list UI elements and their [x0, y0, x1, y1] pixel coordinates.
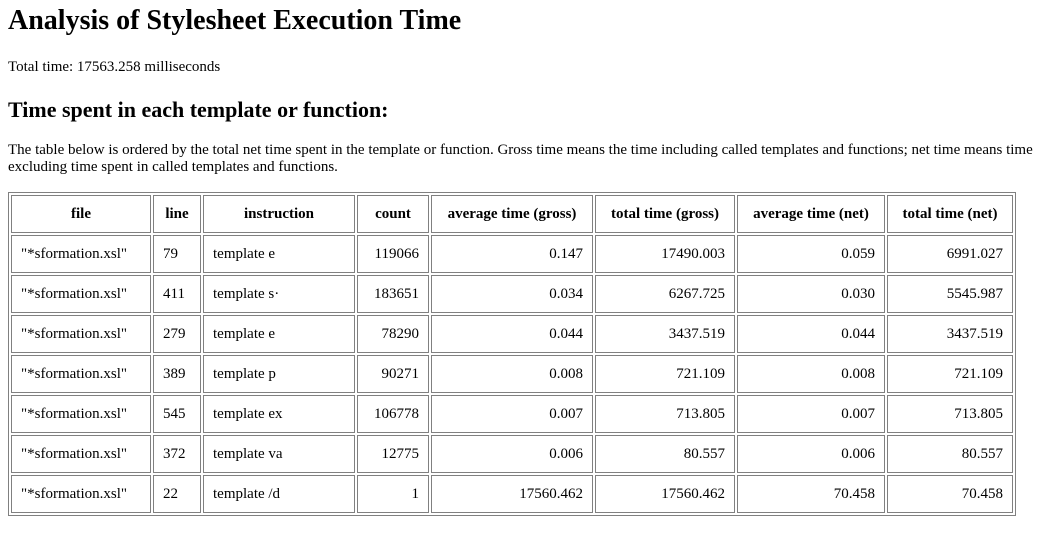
table-cell: "*sformation.xsl" [11, 435, 151, 473]
table-cell: 713.805 [595, 395, 735, 433]
page-title: Analysis of Stylesheet Execution Time [8, 5, 462, 36]
table-cell: 6267.725 [595, 275, 735, 313]
table-cell: 0.006 [737, 435, 885, 473]
table-cell: 183651 [357, 275, 429, 313]
table-cell: 0.059 [737, 235, 885, 273]
table-cell: 372 [153, 435, 201, 473]
column-header: instruction [203, 195, 355, 233]
table-cell: 80.557 [887, 435, 1013, 473]
table-row: "*sformation.xsl" 22 template /d 1 17560.462… [11, 475, 1013, 513]
table-cell: "*sformation.xsl" [11, 235, 151, 273]
table-cell: 5545.987 [887, 275, 1013, 313]
table-row: "*sformation.xsl" 79 template e 119066 0.147… [11, 235, 1013, 273]
table-cell: 17490.003 [595, 235, 735, 273]
table-cell: "*sformation.xsl" [11, 355, 151, 393]
column-header: average time (gross) [431, 195, 593, 233]
table-cell: 78290 [357, 315, 429, 353]
table-cell: 0.008 [737, 355, 885, 393]
table-cell: 0.006 [431, 435, 593, 473]
table-cell: 0.044 [737, 315, 885, 353]
table-cell: "*sformation.xsl" [11, 395, 151, 433]
table-cell: 721.109 [595, 355, 735, 393]
table-cell: 279 [153, 315, 201, 353]
table-row: "*sformation.xsl" 411 template s· 183651 0.0… [11, 275, 1013, 313]
table-cell: 3437.519 [595, 315, 735, 353]
column-header: average time (net) [737, 195, 885, 233]
table-cell: 80.557 [595, 435, 735, 473]
table-cell: 3437.519 [887, 315, 1013, 353]
table-cell: 0.034 [431, 275, 593, 313]
table-cell: 389 [153, 355, 201, 393]
table-cell: 90271 [357, 355, 429, 393]
content: Analysis of Stylesheet Execution Time To… [0, 2, 1042, 516]
table-cell: template va [203, 435, 355, 473]
table-cell: 106778 [357, 395, 429, 433]
table-cell: template s· [203, 275, 355, 313]
table-row: "*sformation.xsl" 279 template e 78290 0.044… [11, 315, 1013, 353]
table-head: file line instruction count average time (gr… [11, 195, 1013, 233]
table-cell: 0.147 [431, 235, 593, 273]
table-cell: 0.007 [431, 395, 593, 433]
table-cell: "*sformation.xsl" [11, 275, 151, 313]
table-cell: template /d [203, 475, 355, 513]
table-cell: "*sformation.xsl" [11, 475, 151, 513]
column-header: total time (net) [887, 195, 1013, 233]
table-cell: 17560.462 [431, 475, 593, 513]
header-row: file line instruction count average time (gr… [11, 195, 1013, 233]
table-cell: 17560.462 [595, 475, 735, 513]
table-cell: 70.458 [737, 475, 885, 513]
column-header: count [357, 195, 429, 233]
table-cell: 6991.027 [887, 235, 1013, 273]
description: The table below is ordered by the total … [8, 142, 1033, 175]
table-cell: 0.008 [431, 355, 593, 393]
table-cell: 70.458 [887, 475, 1013, 513]
table-cell: template ex [203, 395, 355, 433]
table-cell: 0.030 [737, 275, 885, 313]
table-cell: 713.805 [887, 395, 1013, 433]
table-row: "*sformation.xsl" 372 template va 12775 0.00… [11, 435, 1013, 473]
column-header: line [153, 195, 201, 233]
table-cell: template p [203, 355, 355, 393]
table-cell: 1 [357, 475, 429, 513]
table-cell: 119066 [357, 235, 429, 273]
table-cell: template e [203, 315, 355, 353]
table-cell: template e [203, 235, 355, 273]
table-cell: 22 [153, 475, 201, 513]
column-header: file [11, 195, 151, 233]
table-cell: "*sformation.xsl" [11, 315, 151, 353]
table-row: "*sformation.xsl" 545 template ex 106778 0.0… [11, 395, 1013, 433]
table-cell: 545 [153, 395, 201, 433]
timing-table: file line instruction count average time (gr… [8, 192, 1016, 516]
table-cell: 0.044 [431, 315, 593, 353]
table-cell: 79 [153, 235, 201, 273]
table-cell: 411 [153, 275, 201, 313]
table-cell: 0.007 [737, 395, 885, 433]
total-time: Total time: 17563.258 milliseconds [8, 59, 221, 75]
column-header: total time (gross) [595, 195, 735, 233]
section-title: Time spent in each template or function: [8, 97, 389, 122]
table-cell: 12775 [357, 435, 429, 473]
table-cell: 721.109 [887, 355, 1013, 393]
table-body: "*sformation.xsl" 79 template e 119066 0.147… [11, 235, 1013, 513]
table-row: "*sformation.xsl" 389 template p 90271 0.008… [11, 355, 1013, 393]
